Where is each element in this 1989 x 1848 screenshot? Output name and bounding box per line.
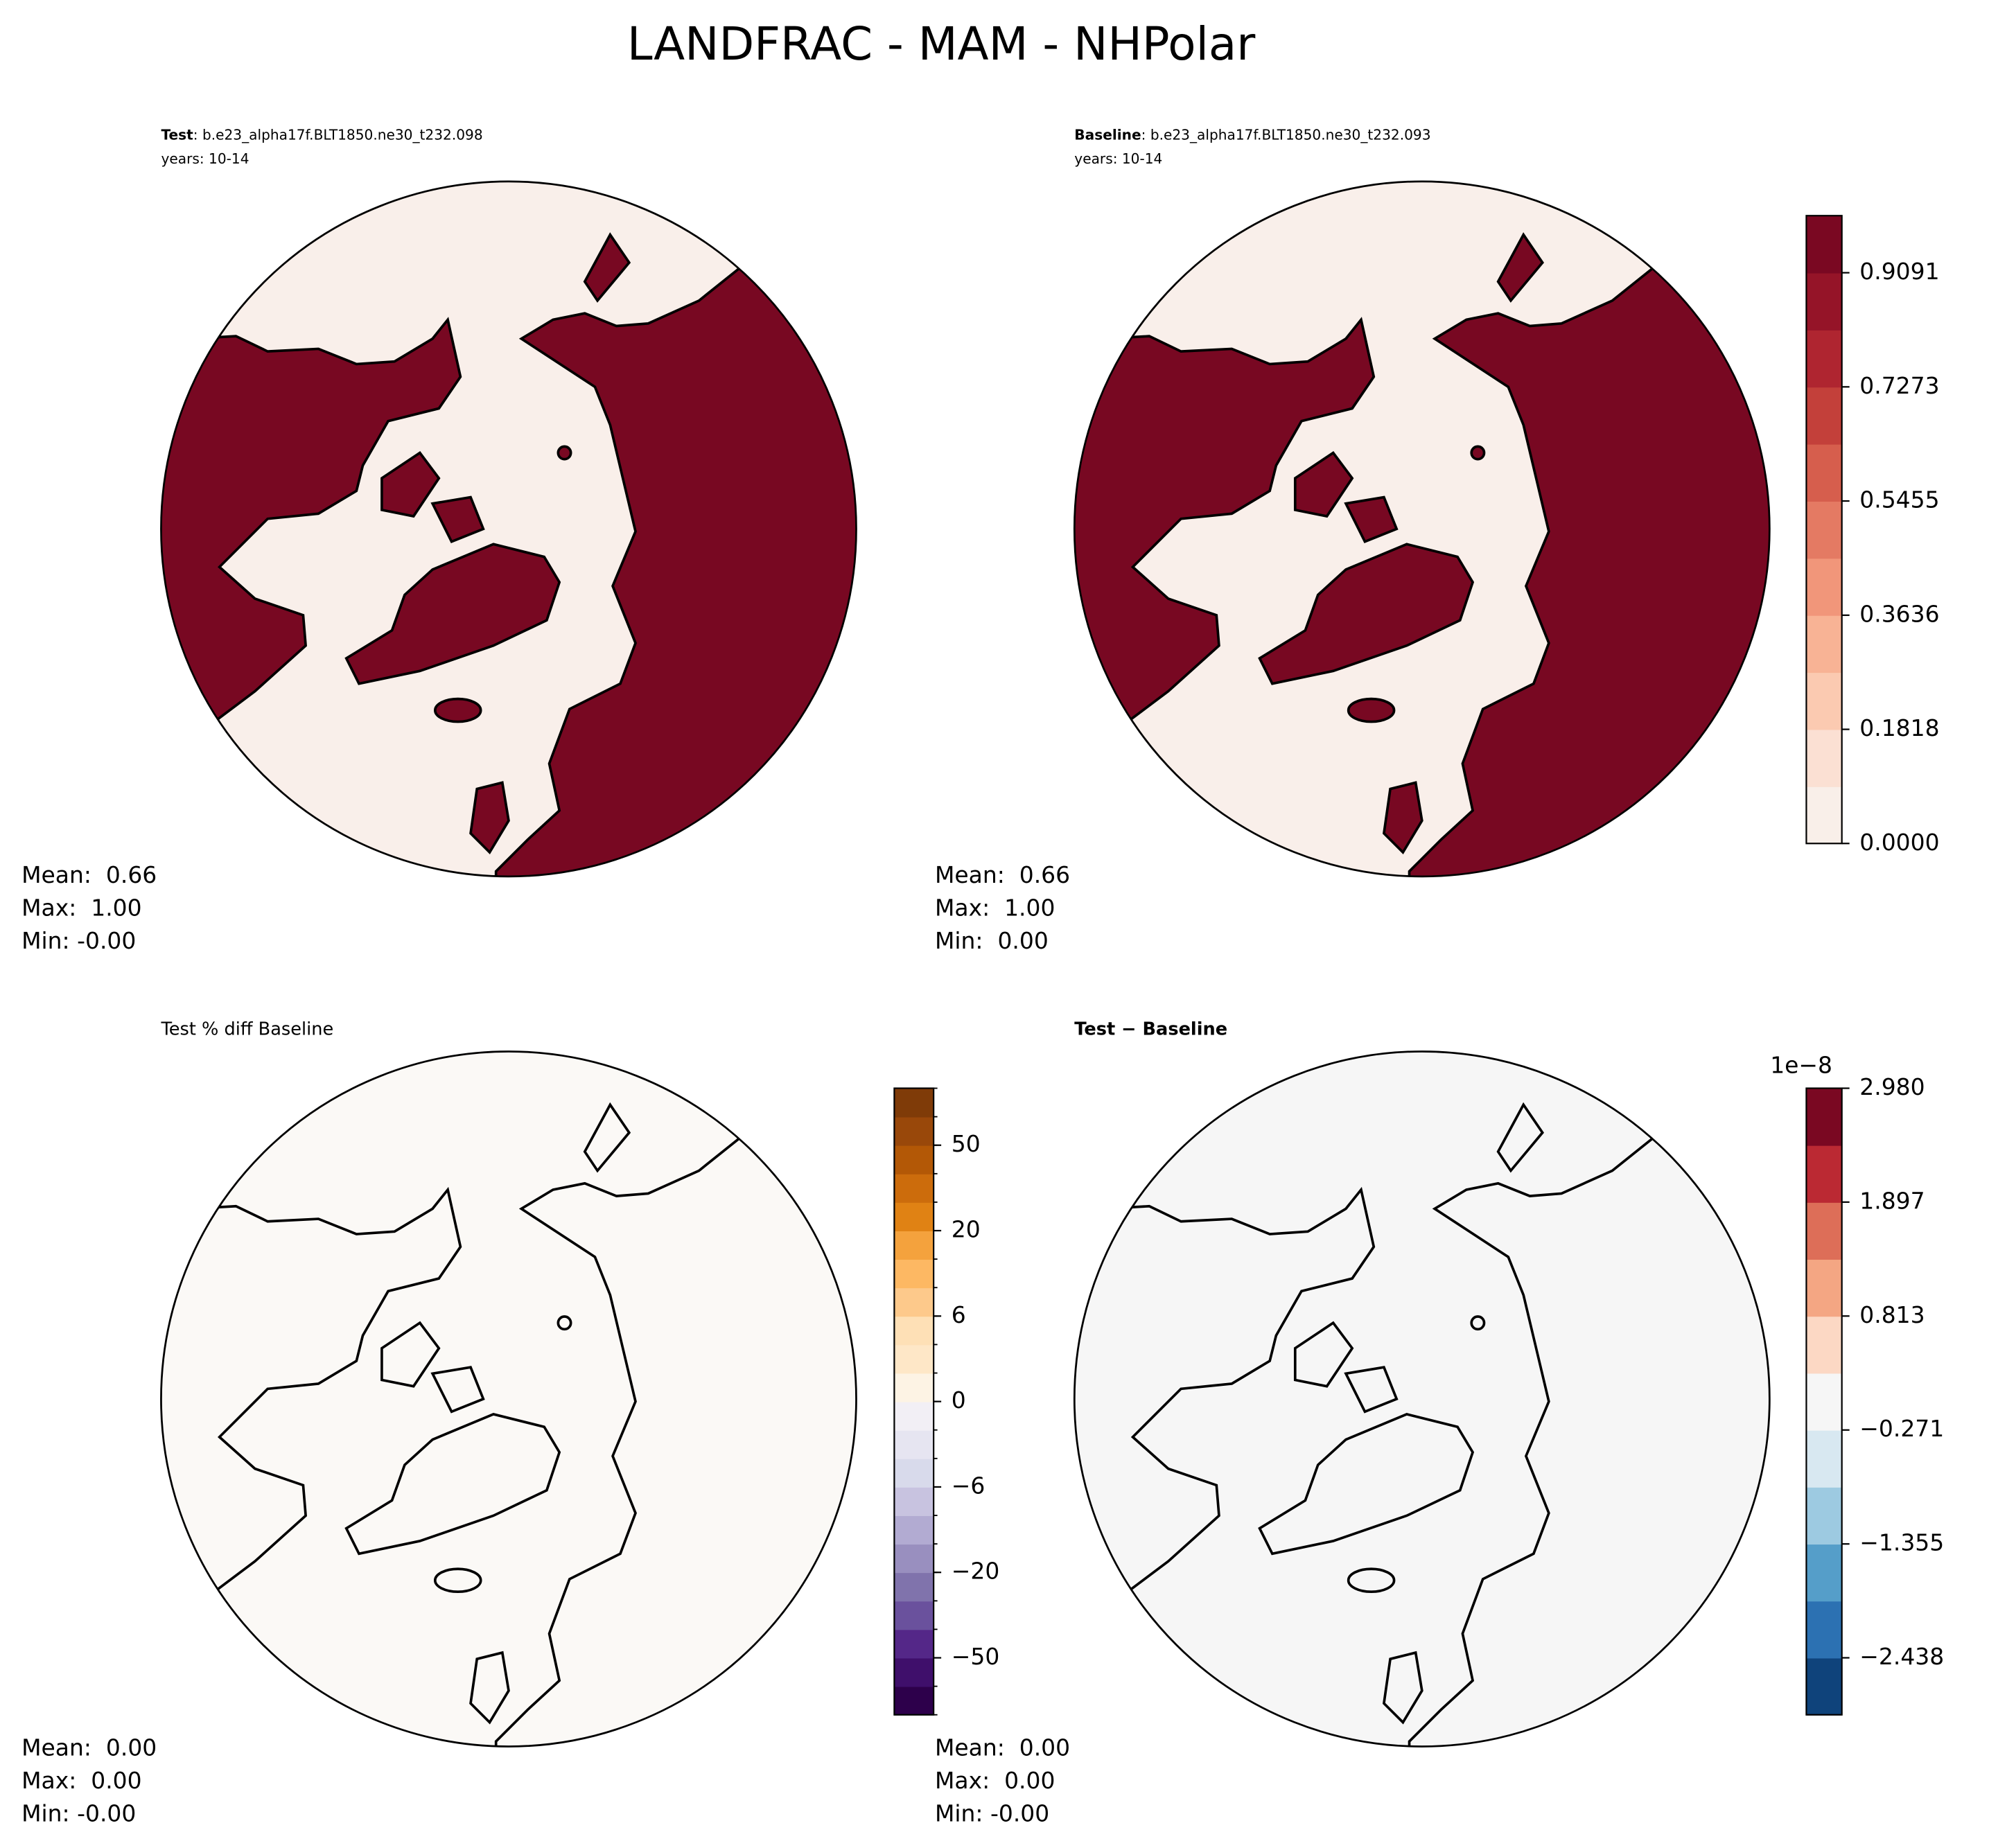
colorbar-bin (1806, 272, 1842, 331)
colorbar-bin (894, 1458, 934, 1488)
colorbar-bin (894, 1316, 934, 1346)
colorbar-bin (894, 1173, 934, 1203)
colorbar-bin (894, 1344, 934, 1374)
case-id: : b.e23_alpha17f.BLT1850.ne30_t232.098 (193, 126, 483, 143)
panel-subtitle: Baseline: b.e23_alpha17f.BLT1850.ne30_t2… (1074, 126, 1430, 143)
colorbar-bin (894, 1429, 934, 1459)
case-id: : b.e23_alpha17f.BLT1850.ne30_t232.093 (1141, 126, 1431, 143)
case-name: Baseline (1074, 126, 1141, 143)
colorbar-bin (894, 1486, 934, 1516)
colorbar-tick-label: −6 (952, 1472, 985, 1499)
colorbar-bin (1806, 1088, 1842, 1146)
colorbar-bin (1806, 1486, 1842, 1545)
colorbar-tick-label: −50 (952, 1643, 1000, 1670)
colorbar-tick-label: 50 (952, 1130, 981, 1157)
stat: Min: -0.00 (935, 1799, 1049, 1827)
colorbar-frame (1805, 215, 1843, 845)
colorbar-bin (894, 1686, 934, 1716)
stat: Min: 0.00 (935, 927, 1049, 954)
colorbar-bin (894, 1373, 934, 1402)
stat: Max: 0.00 (21, 1767, 141, 1794)
colorbar-bin (1806, 1429, 1842, 1488)
colorbar-bin (1806, 1145, 1842, 1203)
colorbar-frame (1805, 1087, 1843, 1716)
colorbar-bin (894, 1544, 934, 1574)
colorbar-tick-label: 0.9091 (1859, 258, 1939, 285)
stat: Min: -0.00 (21, 1799, 136, 1827)
colorbar-bin (1806, 1373, 1842, 1431)
colorbar-tick-label: 1.897 (1859, 1187, 1925, 1214)
colorbar-tick-label: 0.813 (1859, 1301, 1925, 1328)
colorbar-bin (894, 1145, 934, 1174)
colorbar-bin (1806, 729, 1842, 787)
colorbar-bin (1806, 786, 1842, 845)
colorbar-bin (894, 1287, 934, 1317)
colorbar-bin (894, 1601, 934, 1630)
colorbar-bin (894, 1572, 934, 1602)
map (1073, 1050, 1771, 1748)
years: years: 10-14 (161, 150, 249, 167)
colorbar-tick-label: 0 (952, 1387, 966, 1414)
colorbar-tick-label: 20 (952, 1216, 981, 1243)
colorbar-bin (1806, 1202, 1842, 1260)
colorbar-bin (894, 1116, 934, 1146)
stat: Mean: 0.00 (935, 1734, 1070, 1761)
colorbar-bin (1806, 443, 1842, 502)
colorbar-bin (1806, 215, 1842, 274)
stat: Mean: 0.00 (21, 1734, 157, 1761)
colorbar-bin (894, 1515, 934, 1545)
colorbar-bin (1806, 1601, 1842, 1659)
colorbar-tick-label: 0.0000 (1859, 829, 1939, 856)
panel-subtitle: Test: b.e23_alpha17f.BLT1850.ne30_t232.0… (161, 126, 482, 143)
panel-title: Test − Baseline (1074, 1019, 1227, 1040)
colorbar-bin (1806, 1316, 1842, 1374)
colorbar-bin (1806, 501, 1842, 559)
colorbar-bin (894, 1657, 934, 1687)
colorbar-bin (1806, 558, 1842, 616)
colorbar-bin (1806, 672, 1842, 730)
stat: Max: 0.00 (935, 1767, 1055, 1794)
colorbar-tick-label: 6 (952, 1301, 966, 1328)
colorbar-tick-label: 2.980 (1859, 1073, 1925, 1100)
colorbar-bin (894, 1231, 934, 1260)
colorbar-tick-label: −20 (952, 1558, 1000, 1585)
map (160, 180, 857, 878)
colorbar-bin (894, 1259, 934, 1289)
colorbar-bin (894, 1401, 934, 1431)
colorbar-bin (1806, 1259, 1842, 1317)
stat: Mean: 0.66 (935, 861, 1070, 888)
panel-title: Test % diff Baseline (160, 1019, 333, 1040)
colorbar-tick-label: −0.271 (1859, 1415, 1944, 1442)
offset-label: 1e−8 (1770, 1052, 1832, 1079)
colorbar-bin (1806, 387, 1842, 445)
colorbar-tick-label: −1.355 (1859, 1529, 1944, 1556)
colorbar-bin (1806, 1657, 1842, 1716)
colorbar-tick-label: 0.1818 (1859, 714, 1939, 741)
colorbar-tick-label: −2.438 (1859, 1643, 1944, 1670)
stat: Max: 1.00 (935, 895, 1055, 922)
figure-title: LANDFRAC - MAM - NHPolar (627, 17, 1256, 71)
colorbar-bin (1806, 615, 1842, 674)
colorbar-bin (1806, 1544, 1842, 1602)
colorbar-tick-label: 0.5455 (1859, 486, 1939, 513)
colorbar-bin (1806, 329, 1842, 388)
colorbar-bin (894, 1202, 934, 1231)
stat: Min: -0.00 (21, 927, 136, 954)
map (1073, 180, 1771, 878)
colorbar-tick-label: 0.7273 (1859, 372, 1939, 399)
stat: Max: 1.00 (21, 895, 141, 922)
years: years: 10-14 (1074, 150, 1162, 167)
colorbar-bin (894, 1629, 934, 1659)
colorbar-bin (894, 1088, 934, 1118)
case-name: Test (161, 126, 193, 143)
map (160, 1050, 857, 1748)
colorbar-tick-label: 0.3636 (1859, 600, 1939, 627)
stat: Mean: 0.66 (21, 861, 157, 888)
